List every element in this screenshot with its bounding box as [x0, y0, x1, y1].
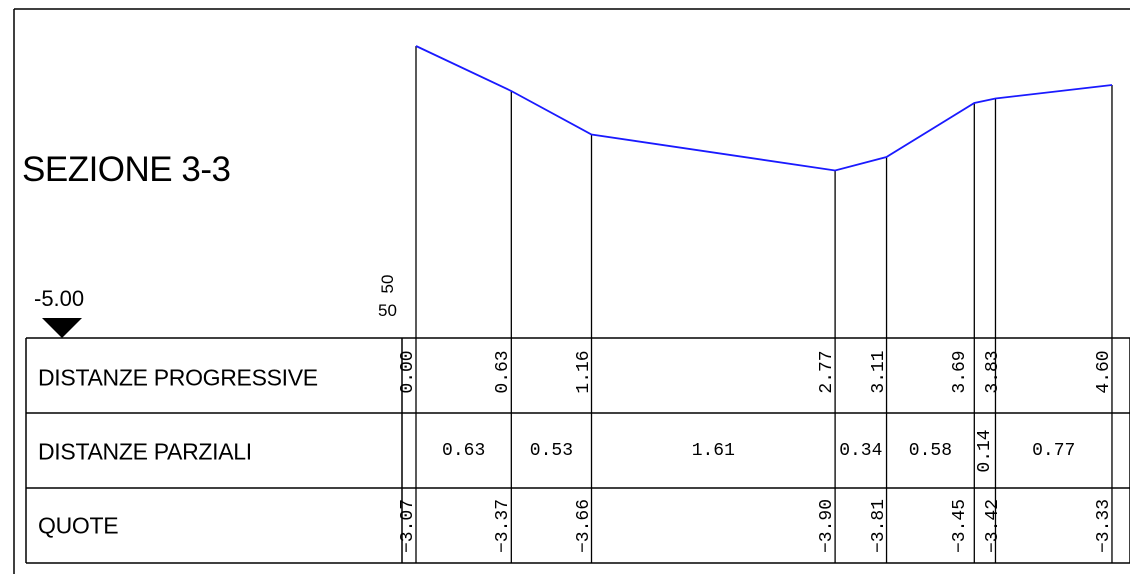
- partial-distance-value: 0.34: [839, 441, 883, 461]
- vertical-scale-label: 50: [378, 274, 397, 294]
- elevation-value: −3.81: [868, 498, 889, 554]
- partial-distance-value: 0.14: [974, 429, 995, 473]
- horizontal-scale-label: 50: [378, 301, 397, 320]
- elevation-value: −3.37: [493, 498, 514, 554]
- progressive-distance-value: 1.16: [573, 350, 594, 394]
- progressive-distance-value: 3.69: [950, 350, 971, 394]
- progressive-distance-value: 3.83: [983, 350, 1004, 394]
- progressive-distance-value: 2.77: [817, 350, 838, 394]
- progressive-distance-value: 3.11: [868, 350, 889, 394]
- progressive-distance-value: 0.63: [493, 350, 514, 394]
- partial-distance-value: 1.61: [691, 441, 735, 461]
- row-label-distanze-parziali: DISTANZE PARZIALI: [38, 438, 252, 465]
- elevation-value: −3.42: [983, 498, 1004, 554]
- station-lines: [415, 46, 1113, 563]
- elevation-value: −3.66: [573, 498, 594, 554]
- progressive-distance-value: 0.00: [398, 350, 418, 394]
- partial-distance-value: 0.53: [529, 441, 574, 461]
- row-label-quote: QUOTE: [38, 512, 119, 539]
- elevation-value: −3.07: [398, 498, 418, 554]
- partial-distance-value: 0.63: [442, 441, 486, 461]
- progressive-distance-value: 4.60: [1093, 350, 1114, 394]
- elevation-value: −3.33: [1093, 498, 1114, 554]
- partial-distance-value: 0.58: [908, 441, 953, 461]
- partial-distance-value: 0.77: [1032, 441, 1076, 461]
- terrain-profile-line: [415, 45, 1113, 172]
- elevation-value: −3.90: [817, 498, 838, 554]
- datum-elevation: -5.00: [34, 286, 85, 311]
- row-label-distanze-progressive: DISTANZE PROGRESSIVE: [38, 364, 318, 391]
- data-table: [25, 337, 1130, 564]
- elevation-value: −3.45: [950, 498, 971, 554]
- section-title: SEZIONE 3-3: [22, 150, 231, 189]
- datum-triangle: [42, 318, 82, 338]
